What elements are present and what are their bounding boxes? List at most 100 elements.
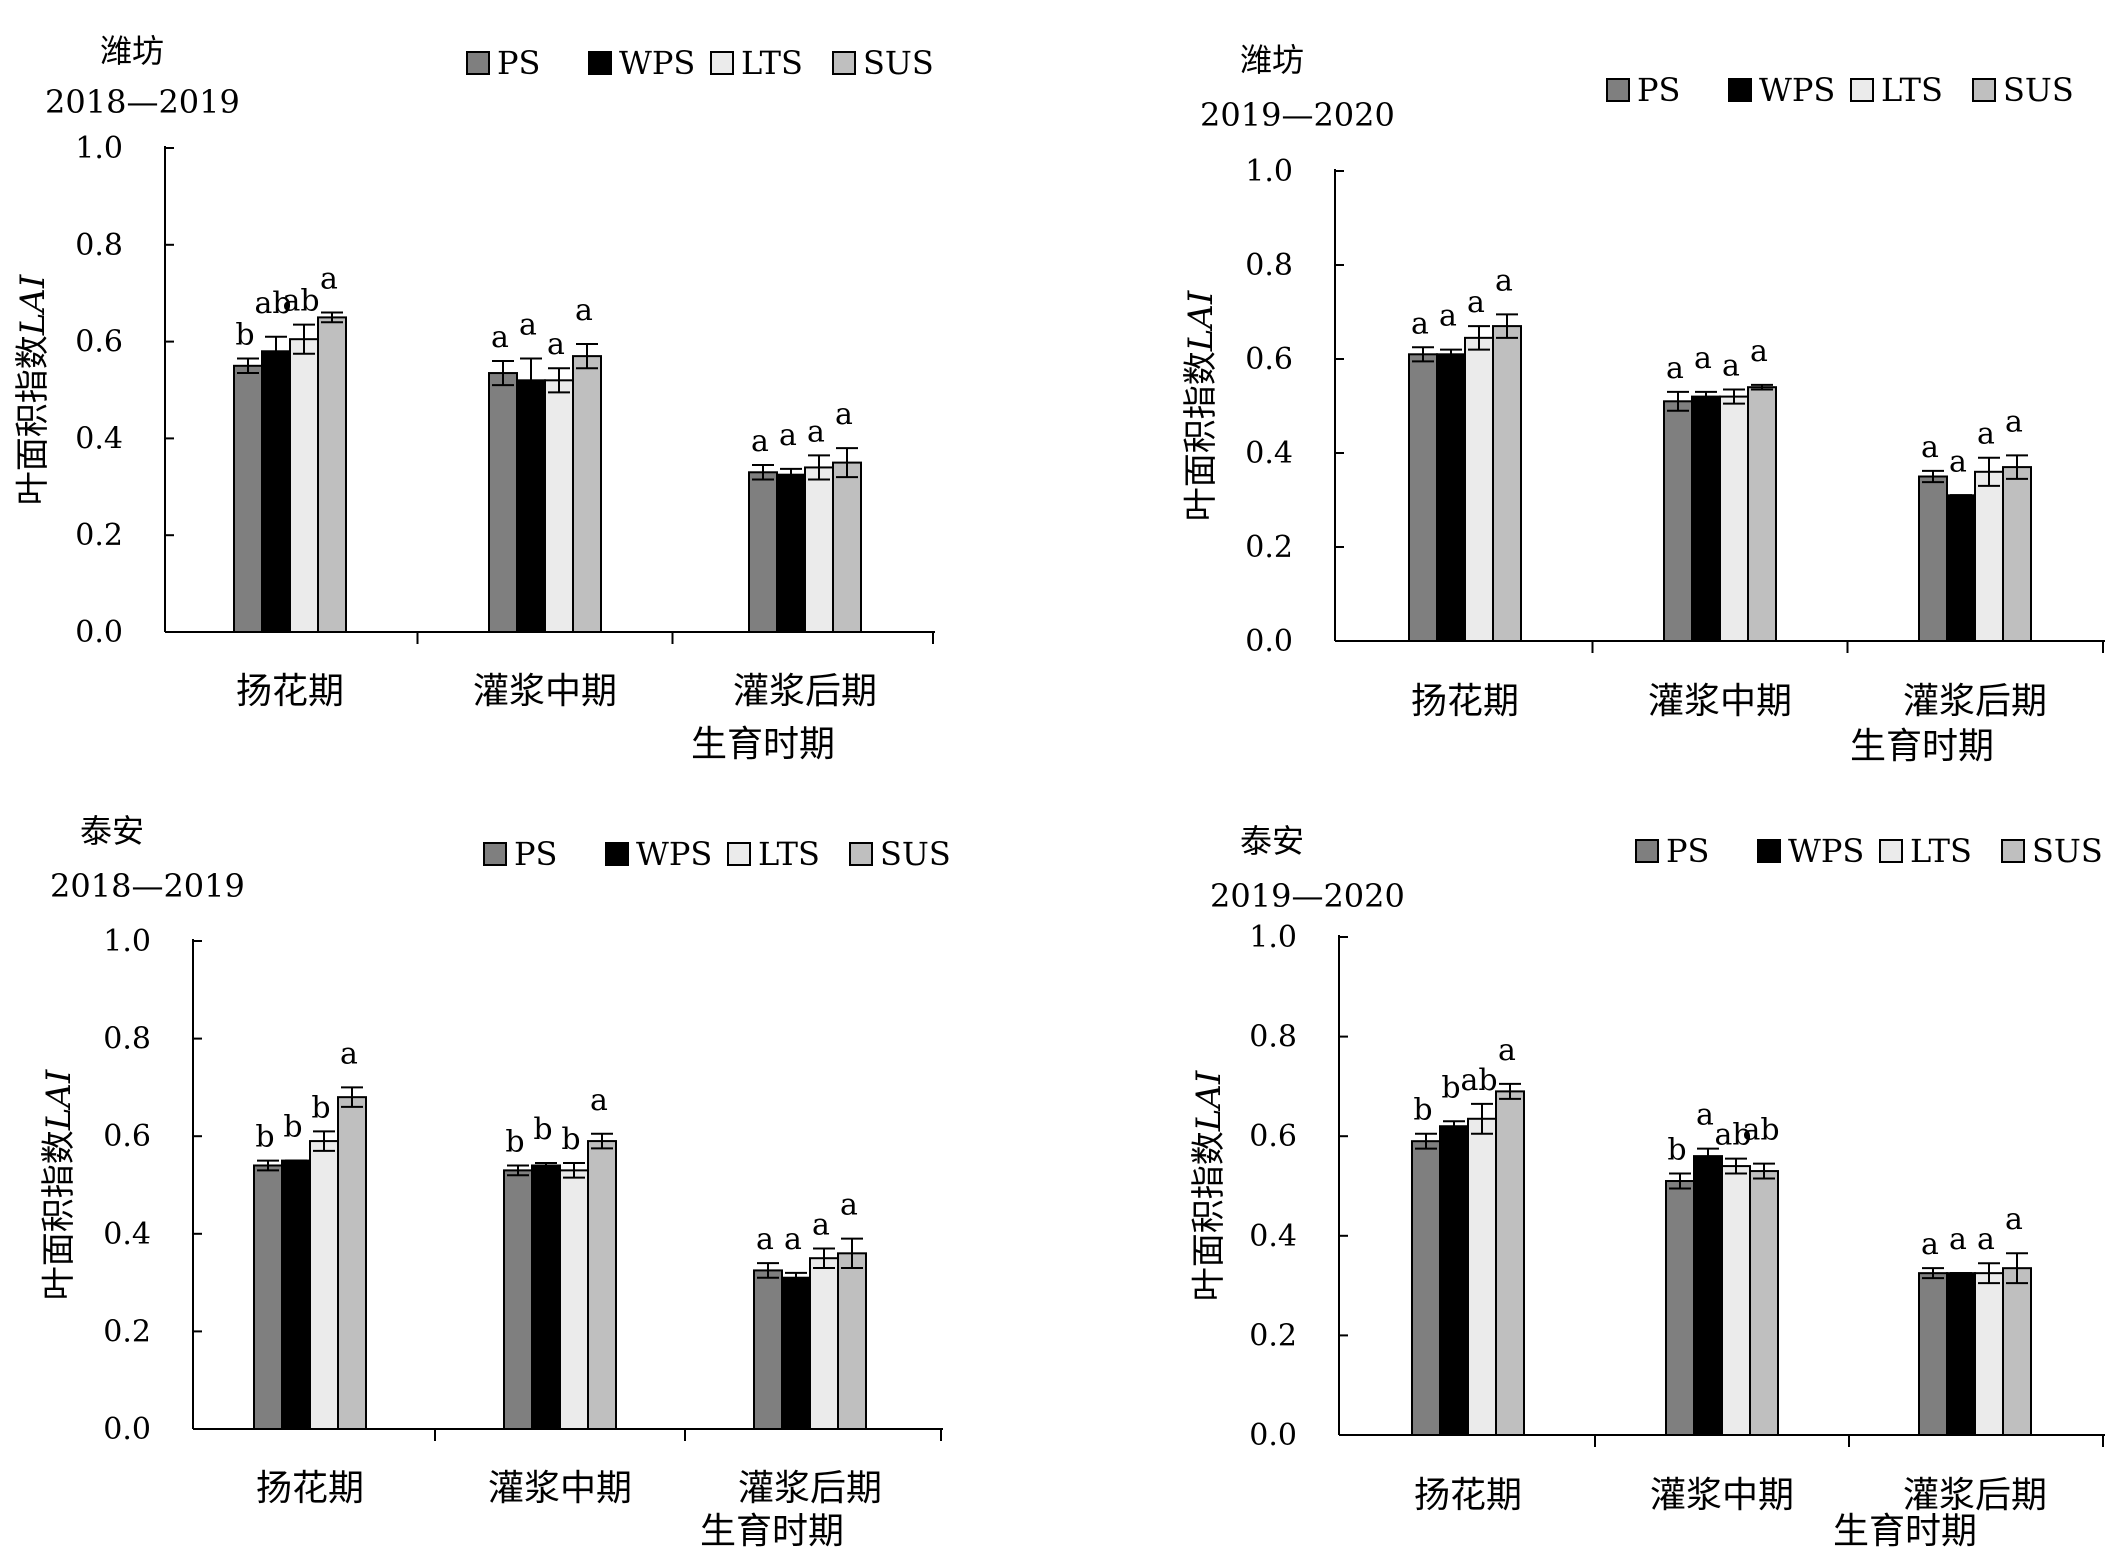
significance-letter: a: [547, 327, 565, 362]
legend-swatch-wps: [588, 51, 612, 75]
legend-swatch-lts: [710, 51, 734, 75]
bar-sus: [572, 355, 602, 633]
significance-letter: ab: [1714, 1118, 1751, 1153]
significance-letter: a: [1467, 285, 1485, 320]
bar-wps: [281, 1159, 311, 1430]
y-tick-label: 1.0: [75, 131, 123, 166]
x-axis-label: 生育时期: [700, 1511, 844, 1552]
panel-title: 潍坊: [100, 32, 164, 70]
y-axis-label: 叶面积指数LAI: [1181, 290, 1221, 521]
significance-letter: ab: [254, 286, 291, 321]
y-tick-label: 0.6: [103, 1119, 151, 1154]
x-axis-label: 生育时期: [1850, 726, 1994, 767]
legend-swatch-sus: [849, 842, 873, 866]
y-tick-label: 0.0: [1245, 624, 1293, 659]
bar-wps: [781, 1276, 811, 1430]
legend-swatch-wps: [1728, 78, 1752, 102]
bar-lts: [289, 338, 319, 633]
significance-letter: a: [1949, 444, 1967, 479]
bar-sus: [1495, 1090, 1525, 1436]
y-axis-label-text: 叶面积指数: [39, 1130, 79, 1300]
bar-ps: [503, 1169, 533, 1430]
bar-sus: [1749, 1170, 1779, 1437]
x-axis-label: 生育时期: [1833, 1511, 1977, 1552]
significance-letter: a: [1921, 430, 1939, 465]
bar-wps: [776, 473, 806, 634]
panel-title: 泰安: [80, 812, 144, 850]
bar-ps: [233, 364, 263, 633]
bar-ps: [1665, 1180, 1695, 1437]
legend-swatch-ps: [1606, 78, 1630, 102]
significance-letter: a: [1722, 349, 1740, 384]
y-tick-label: 0.8: [1245, 248, 1293, 283]
legend-label-ps: PS: [1637, 71, 1680, 109]
significance-letter: b: [505, 1124, 524, 1159]
significance-letter: a: [1696, 1098, 1714, 1133]
significance-letter: b: [561, 1122, 580, 1157]
category-label: 扬花期: [236, 671, 344, 712]
bar-ps: [748, 471, 778, 633]
legend-label-wps: WPS: [619, 44, 695, 82]
y-tick-label: 1.0: [1245, 154, 1293, 189]
bar-wps: [1693, 1155, 1723, 1436]
legend-swatch-sus: [832, 51, 856, 75]
x-axis-label: 生育时期: [691, 724, 835, 765]
y-axis-label-text: 叶面积指数: [13, 335, 53, 505]
significance-letter: b: [283, 1110, 302, 1145]
panel-title: 潍坊: [1240, 41, 1304, 79]
legend-label-sus: SUS: [880, 835, 951, 873]
significance-letter: a: [320, 262, 338, 297]
y-tick-label: 0.8: [103, 1022, 151, 1057]
y-tick-label: 0.0: [103, 1412, 151, 1447]
bar-ps: [1918, 475, 1948, 642]
significance-letter: a: [340, 1036, 358, 1071]
significance-letter: b: [1667, 1133, 1686, 1168]
significance-letter: b: [1441, 1070, 1460, 1105]
y-tick-label: 0.6: [75, 325, 123, 360]
significance-letter: b: [533, 1112, 552, 1147]
category-label: 扬花期: [1411, 681, 1519, 722]
significance-letter: a: [1750, 334, 1768, 369]
significance-letter: ab: [1742, 1113, 1779, 1148]
significance-letter: b: [1413, 1093, 1432, 1128]
significance-letter: a: [1977, 417, 1995, 452]
significance-letter: a: [1977, 1222, 1995, 1257]
legend-swatch-lts: [1850, 78, 1874, 102]
significance-letter: a: [491, 320, 509, 355]
bar-sus: [337, 1096, 367, 1431]
legend-swatch-ps: [1635, 839, 1659, 863]
y-tick-label: 1.0: [1249, 920, 1297, 955]
significance-letter: a: [2005, 1202, 2023, 1237]
y-tick-label: 0.4: [1245, 436, 1293, 471]
y-axis-label-italic: LAI: [13, 274, 53, 336]
category-label: 灌浆中期: [1648, 681, 1792, 722]
category-label: 灌浆后期: [738, 1468, 882, 1509]
significance-letter: b: [255, 1120, 274, 1155]
significance-letter: a: [1411, 306, 1429, 341]
significance-letter: a: [751, 424, 769, 459]
significance-letter: a: [2005, 404, 2023, 439]
y-tick-label: 0.2: [1249, 1318, 1297, 1353]
chart-panel-4: 泰安 2019—2020 PS WPS LTS SUS 0.0 0.2 0.4 0.6 0.8 1.0…: [1189, 822, 2105, 1552]
legend-label-wps: WPS: [1788, 832, 1864, 870]
category-label: 灌浆中期: [473, 671, 617, 712]
category-label: 灌浆后期: [733, 671, 877, 712]
panel-subtitle: 2019—2020: [1210, 877, 1405, 915]
bar-ps: [488, 372, 518, 633]
bar-lts: [809, 1257, 839, 1430]
significance-letter: a: [519, 308, 537, 343]
bar-sus: [837, 1252, 867, 1430]
bar-ps: [1918, 1272, 1948, 1437]
significance-letter: b: [235, 318, 254, 353]
y-tick-label: 0.4: [1249, 1219, 1297, 1254]
significance-letter: a: [807, 414, 825, 449]
bar-sus: [832, 461, 862, 633]
y-tick-label: 0.6: [1245, 342, 1293, 377]
bar-lts: [1974, 470, 2004, 642]
legend-label-sus: SUS: [863, 44, 934, 82]
y-axis-label-italic: LAI: [39, 1069, 79, 1131]
y-tick-label: 0.4: [75, 421, 123, 456]
category-label: 灌浆中期: [1650, 1475, 1794, 1516]
significance-letter: a: [1498, 1033, 1516, 1068]
